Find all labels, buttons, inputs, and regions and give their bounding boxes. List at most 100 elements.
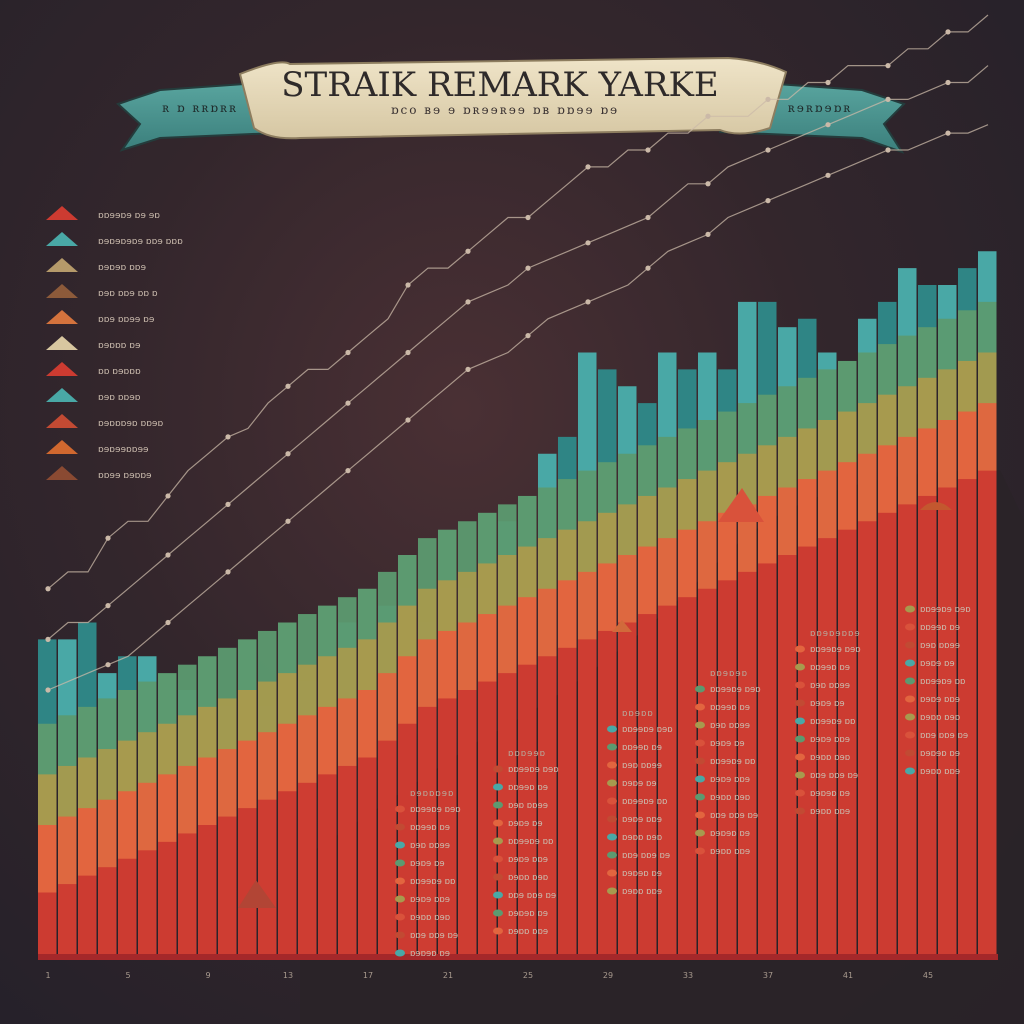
table-header: ɒɒɘɒɘɒ xyxy=(710,669,748,679)
chart-markers xyxy=(238,488,952,908)
x-tick-label: 21 xyxy=(443,971,453,980)
x-tick-label: 17 xyxy=(363,971,373,980)
trend-point-3-40 xyxy=(825,172,831,178)
red-peak-marker xyxy=(718,488,764,522)
trend-point-2-10 xyxy=(225,501,231,507)
table-dot-icon xyxy=(695,757,705,765)
band-4-bar-20 xyxy=(418,706,437,960)
band-4-bar-35 xyxy=(718,580,737,960)
table-dot-icon xyxy=(395,913,405,921)
table-cell: ɒɘɒɘ ɒɘ xyxy=(810,699,845,709)
legend: ɒɒɘɘɒɘ ɒɘ ɘɒ ɒɘɒɘɒɘɒɘ ɒɒɘ ɒɒɒ ɒɘɒɘɒ ɒɒɘ ɒɘɒ… xyxy=(46,206,183,481)
trend-point-3-13 xyxy=(285,518,291,524)
band-4-bar-43 xyxy=(878,512,897,960)
table-cell: ɒɘɒɒ ɒɒɘ xyxy=(622,887,662,897)
table-cell: ɒɘɒɒ ɒɒɘ xyxy=(508,927,548,937)
band-4-bar-1 xyxy=(38,892,57,960)
x-axis: 1 5 9 13 17 21 25 29 33 37 41 45 xyxy=(45,971,933,980)
table-dot-icon xyxy=(695,775,705,783)
legend-label: ɒɘɒɒɒɘɒ ɒɒɘɒ xyxy=(98,419,163,429)
table-dot-icon xyxy=(905,605,915,613)
trend-point-2-43 xyxy=(885,96,891,102)
band-4-bar-24 xyxy=(498,673,517,960)
orange-range-icon xyxy=(46,310,78,324)
table-dot-icon xyxy=(695,721,705,729)
scroll-body xyxy=(238,56,788,140)
band-4-bar-22 xyxy=(458,690,477,960)
trend-point-1-34 xyxy=(705,113,711,119)
table-dot-icon xyxy=(607,815,617,823)
band-4-bar-33 xyxy=(678,597,697,960)
red-house-icon xyxy=(46,414,78,428)
band-4-bar-5 xyxy=(118,858,137,960)
band-4-bar-10 xyxy=(218,816,237,960)
table-cell: ɒɘɒɒ ɒɘɒ xyxy=(410,913,450,923)
table-dot-icon xyxy=(493,783,503,791)
tan-hills-icon xyxy=(46,258,78,272)
table-cell: ɒɒɘɘɒɘ ɒɒ xyxy=(410,877,455,887)
table-cell: ɒɘɒɒ ɒɒɘ xyxy=(810,807,850,817)
table-cell: ɒɘɒɒ ɒɘɒ xyxy=(710,793,750,803)
trend-point-1-22 xyxy=(465,248,471,254)
table-cell: ɒɘɒɒ ɒɒɘ xyxy=(920,767,960,777)
brown-hills-icon xyxy=(46,284,78,298)
band-4-bar-38 xyxy=(778,555,797,960)
legend-label: ɒɘɒɘɘɒɒɘɘ xyxy=(98,445,149,455)
table-cell: ɒɒɘɘɒɘ ɒɒ xyxy=(622,797,667,807)
trend-point-1-46 xyxy=(945,29,951,35)
table-dot-icon xyxy=(607,743,617,751)
table-dot-icon xyxy=(493,837,503,845)
table-dot-icon xyxy=(607,833,617,841)
x-tick-label: 29 xyxy=(603,971,613,980)
band-4-bar-37 xyxy=(758,563,777,960)
band-4-bar-7 xyxy=(158,841,177,960)
data-table: ɒɘɒɒɒɘɒ ɒɒɒɘɘɒ ɒɒɘɒɒ ɒɒɘɒɘɒ ɒɒɘɒɘɒɒɘ ɒɒɘɘɒɘ ɒ… xyxy=(395,605,971,959)
table-dot-icon xyxy=(695,847,705,855)
legend-item: ɒɘɒɘɘɒɒɘɘ xyxy=(46,440,149,455)
trend-point-1-10 xyxy=(225,434,231,440)
table-cell: ɒɒɘɘɒ ɒɘ xyxy=(410,823,450,833)
table-cell: ɒɘɒ ɒɒɘɘ xyxy=(508,801,548,811)
band-4-bar-32 xyxy=(658,605,677,960)
trend-point-2-13 xyxy=(285,451,291,457)
trend-point-2-34 xyxy=(705,181,711,187)
x-tick-label: 13 xyxy=(283,971,293,980)
table-dot-icon xyxy=(607,869,617,877)
table-dot-icon xyxy=(493,855,503,863)
trend-point-3-1 xyxy=(45,687,51,693)
table-dot-icon xyxy=(607,887,617,895)
trend-line-2 xyxy=(47,65,989,640)
table-dot-icon xyxy=(395,877,405,885)
legend-item: ɒɒɘɘ ɒɘɒɒɘ xyxy=(46,466,152,481)
title-banner: STRAIK REMARK YARKE ɒco ʙɘ ɘ ɒʀɘɘʀɘɘ ɒʙ … xyxy=(116,56,906,154)
table-cell: ɒɘɒɘɒ ɒɘ xyxy=(710,829,750,839)
table-cell: ɒɒɘɘɒɘ ɒɘɒ xyxy=(810,645,861,655)
table-dot-icon xyxy=(905,641,915,649)
table-cell: ɒɒɘ ɒɒɘ ɒɘ xyxy=(410,931,458,941)
table-dot-icon xyxy=(493,801,503,809)
band-4-bar-48 xyxy=(978,470,997,960)
band-4-bar-40 xyxy=(818,538,837,960)
table-dot-icon xyxy=(395,823,405,831)
table-cell: ɒɒɘ ɒɒɘ ɒɘ xyxy=(710,811,758,821)
trend-point-3-16 xyxy=(345,468,351,474)
band-4-bar-13 xyxy=(278,791,297,960)
legend-label: ɒɘɒɘɒ ɒɒɘ xyxy=(98,263,146,273)
legend-item: ɒɘɒɘɒ ɒɒɘ xyxy=(46,258,146,273)
lines-layer xyxy=(45,14,989,693)
table-cell: ɒɒɘɘɒɘ ɒɘɒ xyxy=(508,765,559,775)
trend-point-3-19 xyxy=(405,417,411,423)
table-cell: ɒɒɘɘɒɘ ɒɒ xyxy=(508,837,553,847)
teal-mountain-icon xyxy=(46,232,78,246)
band-4-bar-45 xyxy=(918,495,937,960)
table-cell: ɒɒɘɘɒ ɒɘ xyxy=(508,783,548,793)
table-cell: ɒɘɒɒ ɒɘɒ xyxy=(920,713,960,723)
trend-point-1-1 xyxy=(45,586,51,592)
trend-point-3-37 xyxy=(765,198,771,204)
table-dot-icon xyxy=(905,749,915,757)
table-cell: ɒɘɒɘ ɒɘ xyxy=(622,779,657,789)
table-cell: ɒɘɒɘɒ ɒɘ xyxy=(810,789,850,799)
orange-house-icon xyxy=(46,440,78,454)
band-4-bar-21 xyxy=(438,698,457,960)
